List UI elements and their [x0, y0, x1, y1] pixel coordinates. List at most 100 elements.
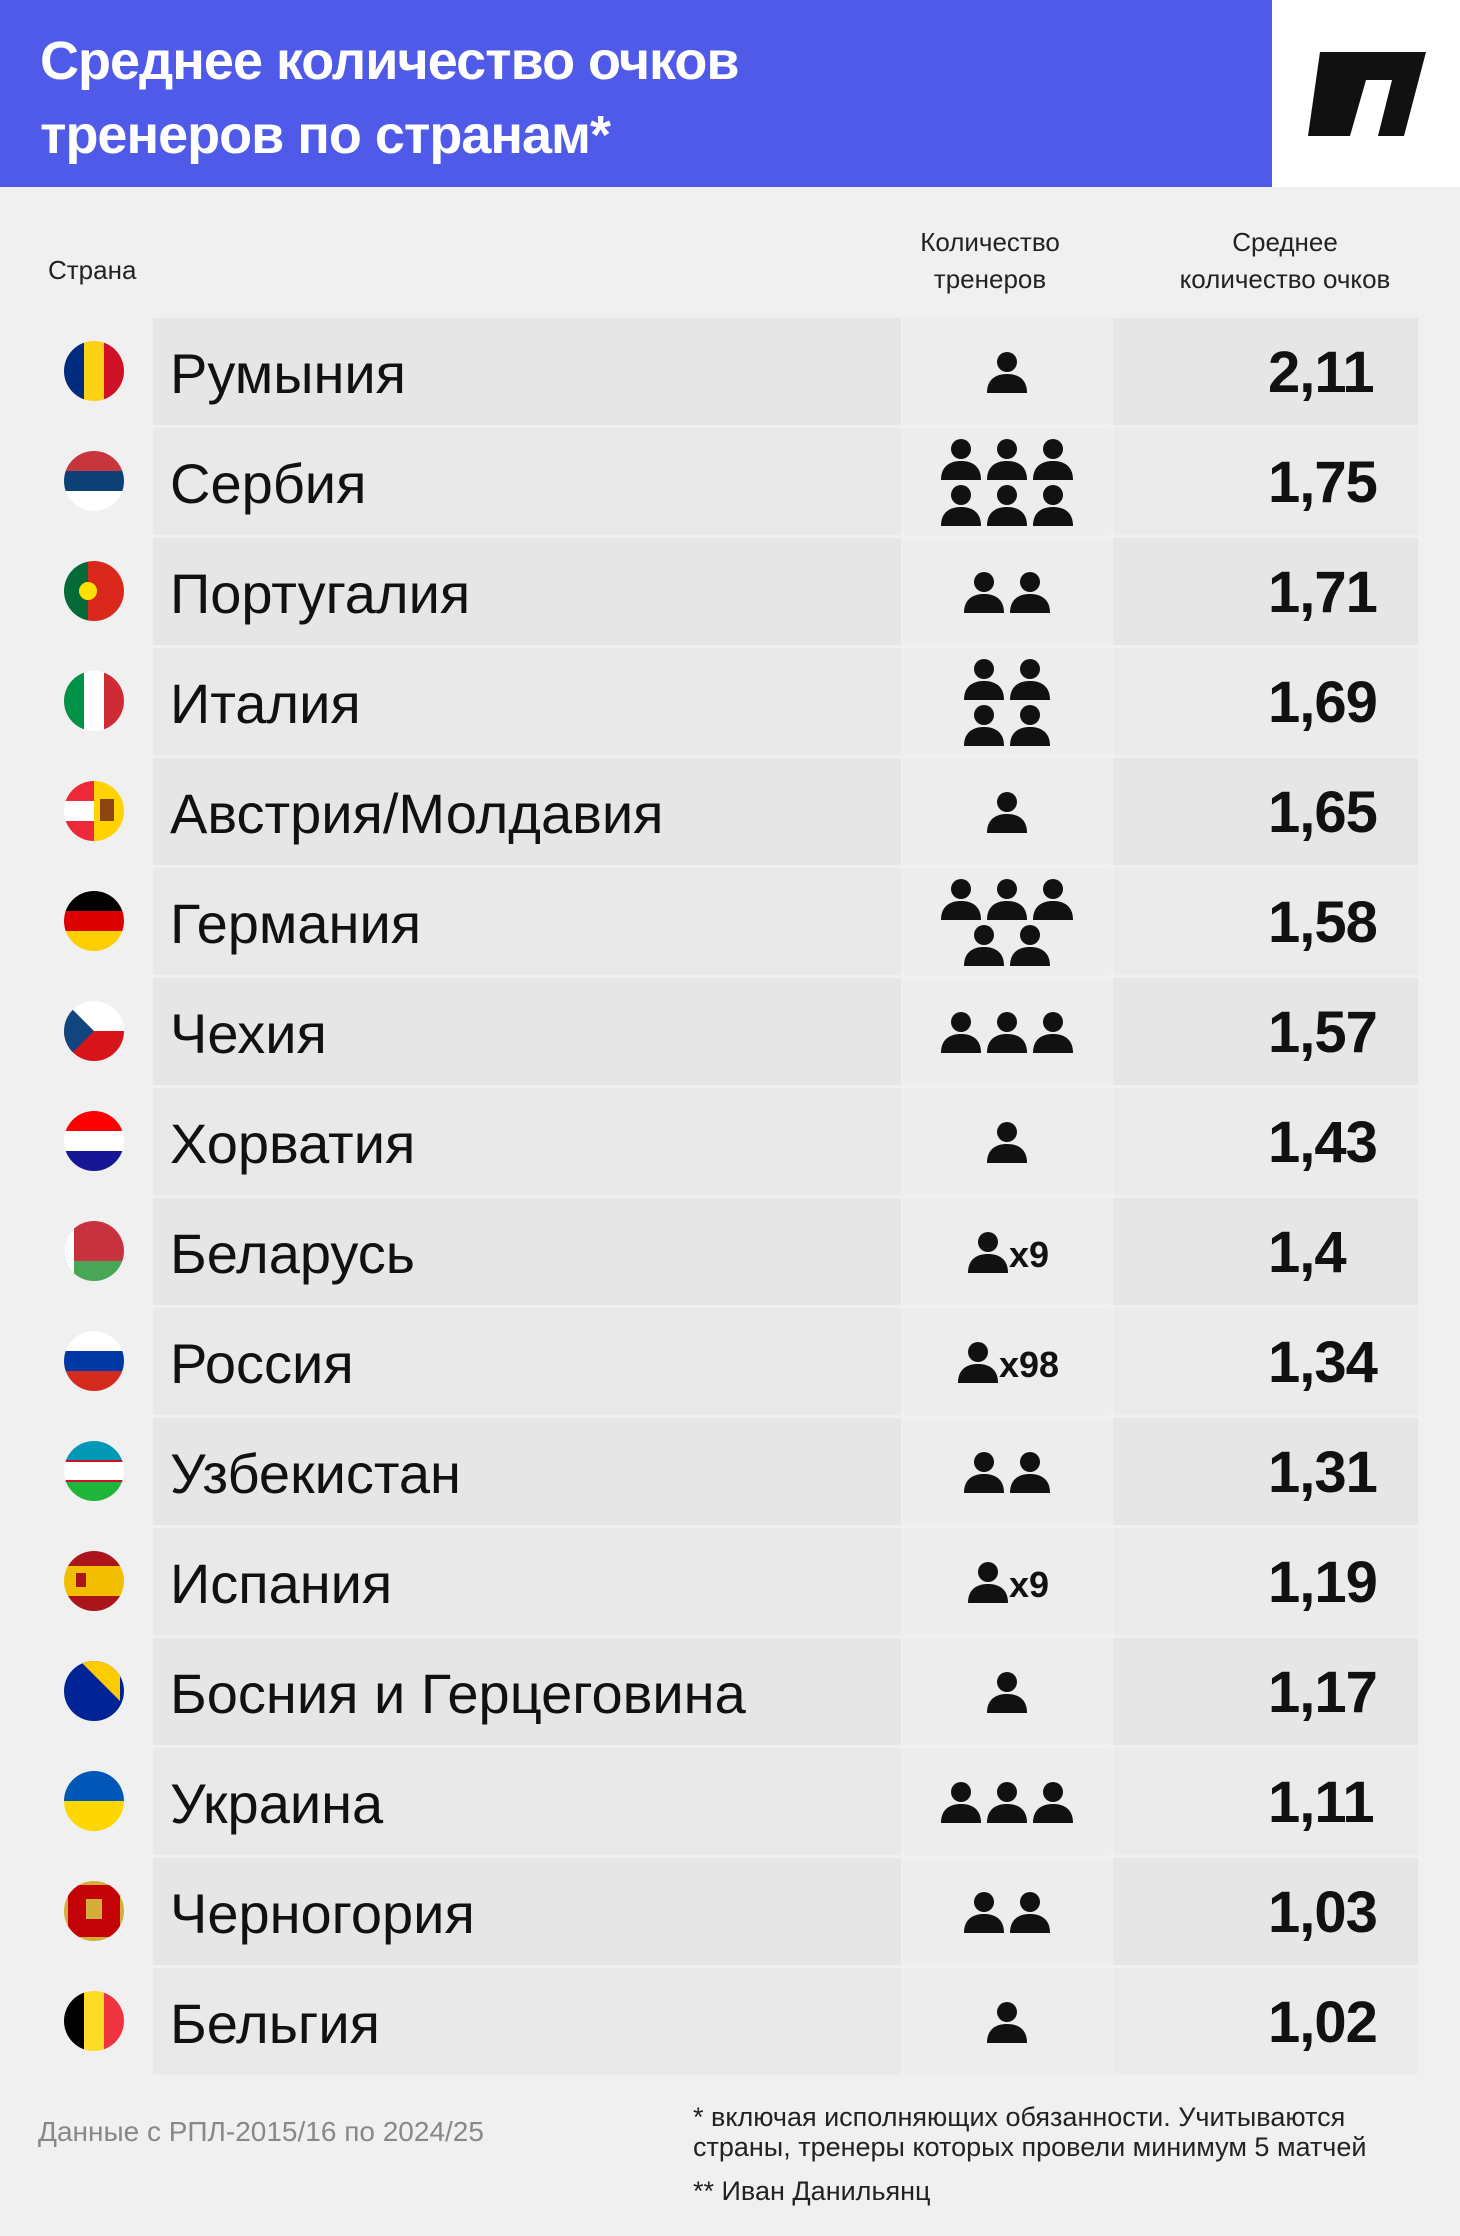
table-row: Узбекистан 1,31 — [36, 1418, 1418, 1525]
coaches-icon-row — [984, 1119, 1030, 1165]
coach-icon — [964, 1451, 1004, 1493]
coach-icon — [987, 1671, 1027, 1713]
flag-cell — [36, 1088, 150, 1195]
coach-icon — [964, 1891, 1004, 1933]
country-flag-icon — [64, 781, 124, 841]
country-name: Германия — [170, 892, 422, 955]
coaches-icon-row — [938, 1779, 1076, 1825]
country-cell: Португалия — [153, 538, 901, 645]
table-row: Россия x98 1,34 — [36, 1308, 1418, 1415]
coaches-icon-row — [984, 1669, 1030, 1715]
country-flag-icon — [64, 1001, 124, 1061]
country-name: Португалия — [170, 562, 471, 625]
coaches-cell — [903, 868, 1111, 975]
country-flag-icon — [64, 671, 124, 731]
table-row: Украина 1,11 — [36, 1748, 1418, 1855]
coaches-multiplier: x98 — [955, 1339, 1059, 1385]
average-cell: 1,43 — [1113, 1088, 1418, 1195]
coaches-icon-row — [938, 482, 1076, 528]
average-cell: 1,57 — [1113, 978, 1418, 1085]
coach-icon — [987, 1121, 1027, 1163]
coaches-cell — [903, 1638, 1111, 1745]
coach-icon — [987, 2001, 1027, 2043]
average-cell: 1,65 — [1113, 758, 1418, 865]
country-cell: Беларусь — [153, 1198, 901, 1305]
coaches-count — [903, 1088, 1111, 1195]
coaches-cell — [903, 1858, 1111, 1965]
average-points: 1,17 — [1268, 1660, 1378, 1725]
country-cell: Россия — [153, 1308, 901, 1415]
coaches-cell — [903, 758, 1111, 865]
average-cell: 1,4 — [1113, 1198, 1418, 1305]
country-name: Украина — [170, 1772, 384, 1835]
coaches-cell — [903, 1418, 1111, 1525]
coaches-count — [903, 1638, 1111, 1745]
coaches-multiplier-label: x98 — [998, 1343, 1060, 1385]
coaches-icon-row — [961, 569, 1053, 615]
average-cell: 2,11 — [1113, 318, 1418, 425]
country-name: Черногория — [170, 1882, 475, 1945]
table-row: Беларусь x9 1,4 — [36, 1198, 1418, 1305]
table-row: Босния и Герцеговина 1,17 — [36, 1638, 1418, 1745]
average-cell: 1,58 — [1113, 868, 1418, 975]
average-points: 1,4 — [1268, 1220, 1347, 1285]
coaches-count — [903, 868, 1111, 975]
flag-cell — [36, 1858, 150, 1965]
country-flag-icon — [64, 1771, 124, 1831]
coach-icon — [987, 1011, 1027, 1053]
coach-icon — [987, 878, 1027, 920]
average-points: 1,75 — [1268, 450, 1378, 515]
coaches-count: x9 — [903, 1528, 1111, 1635]
coach-icon — [1010, 1451, 1050, 1493]
flag-cell — [36, 648, 150, 755]
title-line-1: Среднее количество очков — [40, 31, 740, 91]
coaches-icon-row — [961, 1889, 1053, 1935]
country-name: Россия — [170, 1332, 354, 1395]
country-cell: Узбекистан — [153, 1418, 901, 1525]
country-name: Сербия — [170, 452, 367, 515]
coach-icon — [941, 438, 981, 480]
coaches-cell: x98 — [903, 1308, 1111, 1415]
country-name: Босния и Герцеговина — [170, 1662, 746, 1725]
average-points: 1,02 — [1268, 1990, 1378, 2055]
country-cell: Австрия/Молдавия — [153, 758, 901, 865]
coach-icon — [1033, 1011, 1073, 1053]
coaches-count — [903, 758, 1111, 865]
coach-icon — [987, 438, 1027, 480]
average-cell: 1,19 — [1113, 1528, 1418, 1635]
coaches-multiplier: x9 — [965, 1229, 1049, 1275]
coaches-cell — [903, 1088, 1111, 1195]
country-cell: Украина — [153, 1748, 901, 1855]
coaches-icon-row — [961, 1449, 1053, 1495]
header-banner: Среднее количество очков тренеров по стр… — [0, 0, 1272, 187]
coaches-icon-row — [961, 922, 1053, 968]
country-name: Чехия — [170, 1002, 327, 1065]
coach-icon — [987, 791, 1027, 833]
country-name: Румыния — [170, 342, 407, 405]
country-cell: Румыния — [153, 318, 901, 425]
flag-cell — [36, 538, 150, 645]
coach-icon — [941, 878, 981, 920]
country-flag-icon — [64, 891, 124, 951]
country-cell: Черногория — [153, 1858, 901, 1965]
coach-icon — [987, 351, 1027, 393]
country-name: Хорватия — [170, 1112, 416, 1175]
average-points: 1,03 — [1268, 1880, 1378, 1945]
coach-icon — [1010, 658, 1050, 700]
coaches-cell — [903, 538, 1111, 645]
average-cell: 1,69 — [1113, 648, 1418, 755]
table-row: Черногория 1,03 — [36, 1858, 1418, 1965]
average-cell: 1,34 — [1113, 1308, 1418, 1415]
country-flag-icon — [64, 561, 124, 621]
coaches-cell — [903, 978, 1111, 1085]
average-points: 1,65 — [1268, 780, 1378, 845]
column-header-coaches: Количество тренеров — [920, 227, 1060, 294]
coaches-cell: x9 — [903, 1198, 1111, 1305]
coaches-cell — [903, 318, 1111, 425]
coach-icon — [987, 1781, 1027, 1823]
coaches-count — [903, 648, 1111, 755]
table-row: Испания x9 1,19 — [36, 1528, 1418, 1635]
coach-icon — [1010, 924, 1050, 966]
coach-icon — [941, 1781, 981, 1823]
coaches-icon-row — [984, 789, 1030, 835]
